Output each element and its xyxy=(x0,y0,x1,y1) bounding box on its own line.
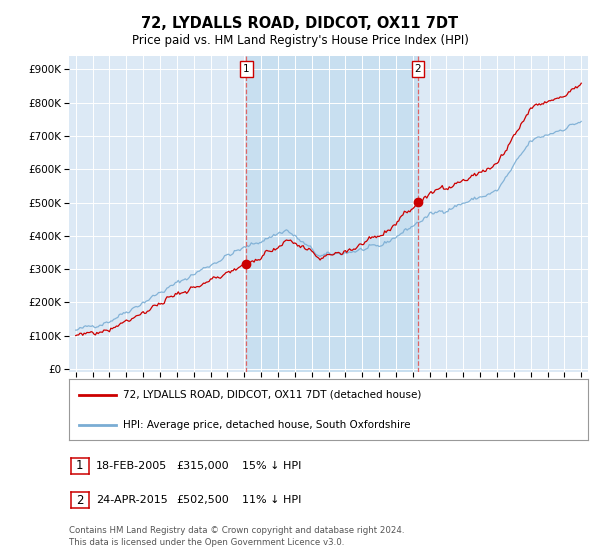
Text: 1: 1 xyxy=(243,64,250,74)
Text: 72, LYDALLS ROAD, DIDCOT, OX11 7DT: 72, LYDALLS ROAD, DIDCOT, OX11 7DT xyxy=(142,16,458,31)
Text: £315,000: £315,000 xyxy=(176,461,229,471)
Text: Contains HM Land Registry data © Crown copyright and database right 2024.
This d: Contains HM Land Registry data © Crown c… xyxy=(69,526,404,547)
Text: 11% ↓ HPI: 11% ↓ HPI xyxy=(242,495,301,505)
Text: 1: 1 xyxy=(76,459,83,473)
Text: 18-FEB-2005: 18-FEB-2005 xyxy=(96,461,167,471)
Text: £502,500: £502,500 xyxy=(176,495,229,505)
Text: 72, LYDALLS ROAD, DIDCOT, OX11 7DT (detached house): 72, LYDALLS ROAD, DIDCOT, OX11 7DT (deta… xyxy=(124,390,422,400)
Text: 2: 2 xyxy=(76,493,83,507)
Text: Price paid vs. HM Land Registry's House Price Index (HPI): Price paid vs. HM Land Registry's House … xyxy=(131,34,469,46)
Text: 2: 2 xyxy=(415,64,421,74)
Bar xyxy=(247,56,418,372)
Text: HPI: Average price, detached house, South Oxfordshire: HPI: Average price, detached house, Sout… xyxy=(124,420,411,430)
Text: 15% ↓ HPI: 15% ↓ HPI xyxy=(242,461,301,471)
Text: 24-APR-2015: 24-APR-2015 xyxy=(96,495,168,505)
